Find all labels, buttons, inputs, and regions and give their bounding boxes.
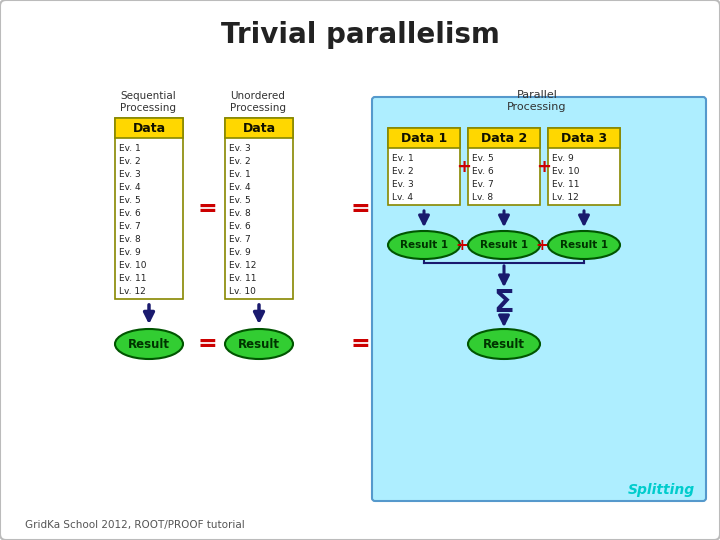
- Text: Data: Data: [243, 122, 276, 134]
- Text: Ev. 5: Ev. 5: [229, 196, 251, 205]
- Text: Ev. 3: Ev. 3: [119, 170, 140, 179]
- Bar: [115, 118, 183, 138]
- Text: Ev. 1: Ev. 1: [119, 144, 140, 153]
- Text: Σ: Σ: [494, 288, 514, 318]
- Bar: [388, 128, 460, 205]
- FancyBboxPatch shape: [372, 97, 706, 501]
- Ellipse shape: [548, 231, 620, 259]
- Text: +: +: [536, 238, 549, 253]
- Ellipse shape: [468, 329, 540, 359]
- Text: Result 1: Result 1: [480, 240, 528, 250]
- Text: Ev. 4: Ev. 4: [119, 183, 140, 192]
- Text: Ev. 2: Ev. 2: [229, 157, 251, 166]
- Ellipse shape: [468, 231, 540, 259]
- Text: Ev. 12: Ev. 12: [229, 261, 256, 270]
- Text: Ev. 10: Ev. 10: [119, 261, 146, 270]
- Text: Lv. 8: Lv. 8: [472, 193, 493, 202]
- Ellipse shape: [115, 329, 183, 359]
- Text: Ev. 6: Ev. 6: [229, 222, 251, 231]
- Text: +: +: [536, 158, 552, 176]
- Text: Lv. 10: Lv. 10: [229, 287, 256, 296]
- Text: Ev. 2: Ev. 2: [392, 167, 413, 176]
- Bar: [225, 118, 293, 138]
- Text: Unordered
Processing: Unordered Processing: [230, 91, 286, 113]
- Text: Data 3: Data 3: [561, 132, 607, 145]
- Text: Ev. 11: Ev. 11: [119, 274, 146, 283]
- Text: Ev. 6: Ev. 6: [472, 167, 494, 176]
- Text: +: +: [456, 158, 472, 176]
- Text: Ev. 9: Ev. 9: [552, 154, 574, 163]
- Ellipse shape: [388, 231, 460, 259]
- Text: =: =: [350, 197, 370, 220]
- Text: Result 1: Result 1: [400, 240, 448, 250]
- Text: Ev. 3: Ev. 3: [229, 144, 251, 153]
- Text: Result: Result: [483, 338, 525, 350]
- Text: Ev. 7: Ev. 7: [229, 235, 251, 244]
- Text: Ev. 7: Ev. 7: [119, 222, 140, 231]
- Text: Ev. 7: Ev. 7: [472, 180, 494, 189]
- Text: Ev. 3: Ev. 3: [392, 180, 414, 189]
- Text: Sequential
Processing: Sequential Processing: [120, 91, 176, 113]
- Text: GridKa School 2012, ROOT/PROOF tutorial: GridKa School 2012, ROOT/PROOF tutorial: [25, 520, 245, 530]
- Bar: [388, 128, 460, 148]
- Text: Result: Result: [238, 338, 280, 350]
- Text: Lv. 12: Lv. 12: [119, 287, 145, 296]
- Text: Splitting: Splitting: [628, 483, 695, 497]
- Text: Ev. 9: Ev. 9: [119, 248, 140, 257]
- Text: Ev. 1: Ev. 1: [229, 170, 251, 179]
- Text: Parallel
Processing: Parallel Processing: [508, 90, 567, 112]
- Text: Lv. 12: Lv. 12: [552, 193, 579, 202]
- Text: Result: Result: [128, 338, 170, 350]
- Text: =: =: [350, 332, 370, 356]
- Text: Result 1: Result 1: [560, 240, 608, 250]
- Bar: [468, 128, 540, 205]
- Text: Ev. 1: Ev. 1: [392, 154, 414, 163]
- Bar: [225, 118, 293, 299]
- Text: Ev. 5: Ev. 5: [119, 196, 140, 205]
- Bar: [468, 128, 540, 148]
- Text: Ev. 9: Ev. 9: [229, 248, 251, 257]
- Text: Ev. 2: Ev. 2: [119, 157, 140, 166]
- Text: Ev. 5: Ev. 5: [472, 154, 494, 163]
- Text: Ev. 6: Ev. 6: [119, 209, 140, 218]
- Text: Data 2: Data 2: [481, 132, 527, 145]
- Text: Ev. 11: Ev. 11: [552, 180, 580, 189]
- Text: Data: Data: [132, 122, 166, 134]
- Text: Ev. 10: Ev. 10: [552, 167, 580, 176]
- Text: =: =: [197, 332, 217, 356]
- Text: =: =: [197, 197, 217, 220]
- Bar: [548, 128, 620, 205]
- Text: Ev. 8: Ev. 8: [119, 235, 140, 244]
- Bar: [115, 118, 183, 299]
- Text: Ev. 8: Ev. 8: [229, 209, 251, 218]
- Ellipse shape: [225, 329, 293, 359]
- Text: Lv. 4: Lv. 4: [392, 193, 413, 202]
- Text: Ev. 11: Ev. 11: [229, 274, 256, 283]
- Text: Data 1: Data 1: [401, 132, 447, 145]
- Text: Ev. 4: Ev. 4: [229, 183, 251, 192]
- Text: Trivial parallelism: Trivial parallelism: [220, 21, 500, 49]
- Bar: [548, 128, 620, 148]
- Text: +: +: [456, 238, 469, 253]
